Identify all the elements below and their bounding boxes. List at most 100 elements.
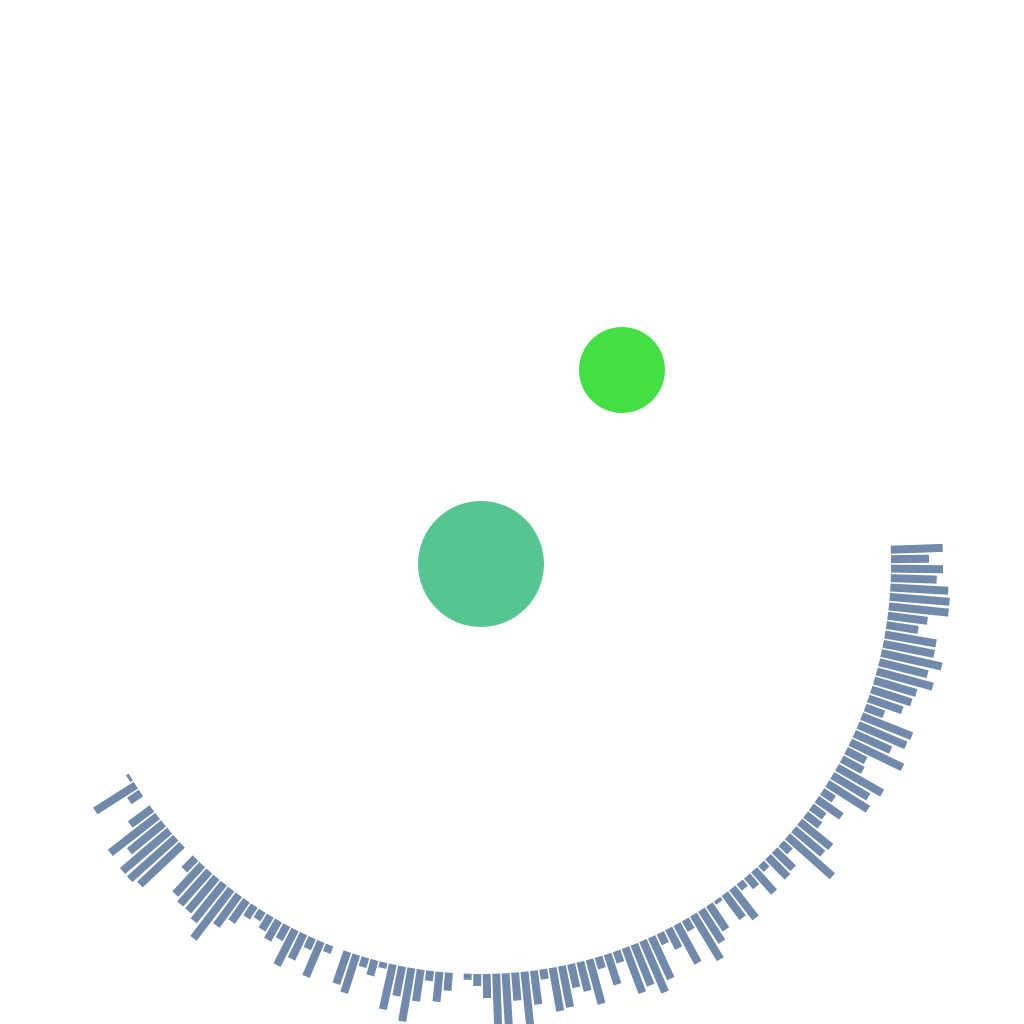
spectrum-bar	[860, 712, 914, 740]
spectrum-bar	[713, 896, 723, 905]
spectrum-bar	[880, 649, 943, 671]
spectrum-bar	[689, 912, 724, 962]
spectrum-bar	[127, 834, 179, 883]
spectrum-bar	[567, 963, 581, 989]
spectrum-ring	[93, 543, 950, 1024]
spectrum-bar	[412, 968, 425, 1002]
spectrum-bar	[665, 926, 683, 950]
spectrum-bar	[243, 903, 258, 920]
spectrum-bar	[791, 826, 826, 857]
spectrum-bar	[856, 721, 908, 750]
spectrum-bar	[213, 892, 243, 928]
spectrum-bar	[303, 935, 316, 951]
spectrum-bar	[127, 805, 155, 828]
spectrum-bar	[830, 771, 871, 801]
spectrum-bar	[398, 967, 416, 1022]
spectrum-bar	[771, 847, 796, 872]
spectrum-bar	[137, 841, 185, 888]
spectrum-bar	[878, 658, 929, 679]
spectrum-bar	[302, 939, 325, 978]
spectrum-bar	[432, 971, 444, 1003]
spectrum-bar	[890, 574, 937, 584]
spectrum-bar	[107, 812, 161, 857]
spectrum-bar	[797, 818, 834, 851]
spectrum-bar	[177, 868, 213, 907]
player-circle[interactable]	[418, 501, 544, 627]
spectrum-bar	[870, 685, 913, 707]
spectrum-bar	[603, 952, 622, 986]
spectrum-bar	[721, 891, 746, 921]
spectrum-bar	[839, 755, 865, 774]
spectrum-bar	[520, 971, 535, 1024]
spectrum-bar	[852, 729, 893, 754]
spectrum-bar	[808, 803, 827, 820]
spectrum-bar	[253, 908, 266, 922]
spectrum-bar	[758, 860, 770, 872]
spectrum-bar	[366, 958, 379, 977]
spectrum-bar	[803, 811, 823, 829]
spectrum-bar	[126, 773, 133, 783]
spectrum-bar	[890, 543, 943, 554]
spectrum-bar	[358, 956, 370, 969]
target-circle[interactable]	[579, 327, 665, 413]
spectrum-bar	[882, 639, 935, 658]
spectrum-bar	[287, 931, 308, 961]
spectrum-bar	[190, 880, 227, 924]
spectrum-bar	[529, 970, 543, 1005]
spectrum-bar	[539, 968, 549, 980]
spectrum-bar	[273, 927, 299, 967]
spectrum-bar	[889, 592, 950, 606]
spectrum-bar	[819, 788, 837, 803]
spectrum-bar	[190, 886, 235, 941]
spectrum-bar	[126, 820, 167, 855]
spectrum-bar	[258, 913, 274, 932]
spectrum-bar	[848, 738, 905, 772]
spectrum-bar	[185, 874, 220, 914]
spectrum-bar	[378, 963, 397, 1011]
spectrum-bar	[340, 953, 361, 994]
spectrum-bar	[594, 955, 606, 970]
spectrum-bar	[888, 602, 949, 617]
spectrum-bar	[585, 958, 606, 1005]
spectrum-bar	[492, 973, 503, 1024]
spectrum-bar	[93, 781, 138, 815]
spectrum-bar	[181, 855, 199, 873]
spectrum-bar	[825, 780, 871, 813]
spectrum-bar	[501, 973, 513, 1024]
spectrum-bar	[698, 907, 726, 944]
spectrum-bar	[887, 611, 928, 625]
spectrum-bar	[228, 898, 250, 924]
spectrum-bar	[814, 795, 844, 820]
spectrum-bar	[705, 902, 730, 932]
spectrum-bar	[639, 939, 669, 994]
spectrum-bar	[275, 923, 291, 942]
spectrum-bar	[172, 861, 206, 897]
spectrum-bar	[681, 917, 695, 932]
spectrum-bar	[885, 621, 919, 634]
spectrum-bar	[866, 694, 904, 715]
spectrum-bar	[673, 922, 702, 965]
spectrum-bar	[576, 960, 592, 992]
spectrum-bar	[424, 970, 435, 982]
spectrum-bar	[322, 943, 334, 954]
spectrum-bar	[778, 840, 793, 855]
spectrum-bar	[511, 972, 522, 1001]
spectrum-bar	[765, 854, 791, 880]
spectrum-bar	[264, 918, 282, 942]
spectrum-bar	[612, 949, 625, 964]
spectrum-bar	[378, 961, 388, 970]
spectrum-bar	[729, 885, 759, 921]
spectrum-bar	[863, 703, 886, 719]
spectrum-bar	[884, 630, 937, 648]
spectrum-bar	[119, 827, 173, 875]
spectrum-bar	[890, 583, 949, 595]
spectrum-bar	[548, 967, 565, 1012]
spectrum-bar	[751, 867, 778, 895]
spectrum-bar	[835, 763, 885, 797]
spectrum-bar	[127, 789, 144, 805]
spectrum-bar	[630, 942, 655, 987]
spectrum-bar	[736, 879, 748, 891]
spectrum-bar	[392, 965, 407, 997]
spectrum-bar	[743, 873, 760, 890]
